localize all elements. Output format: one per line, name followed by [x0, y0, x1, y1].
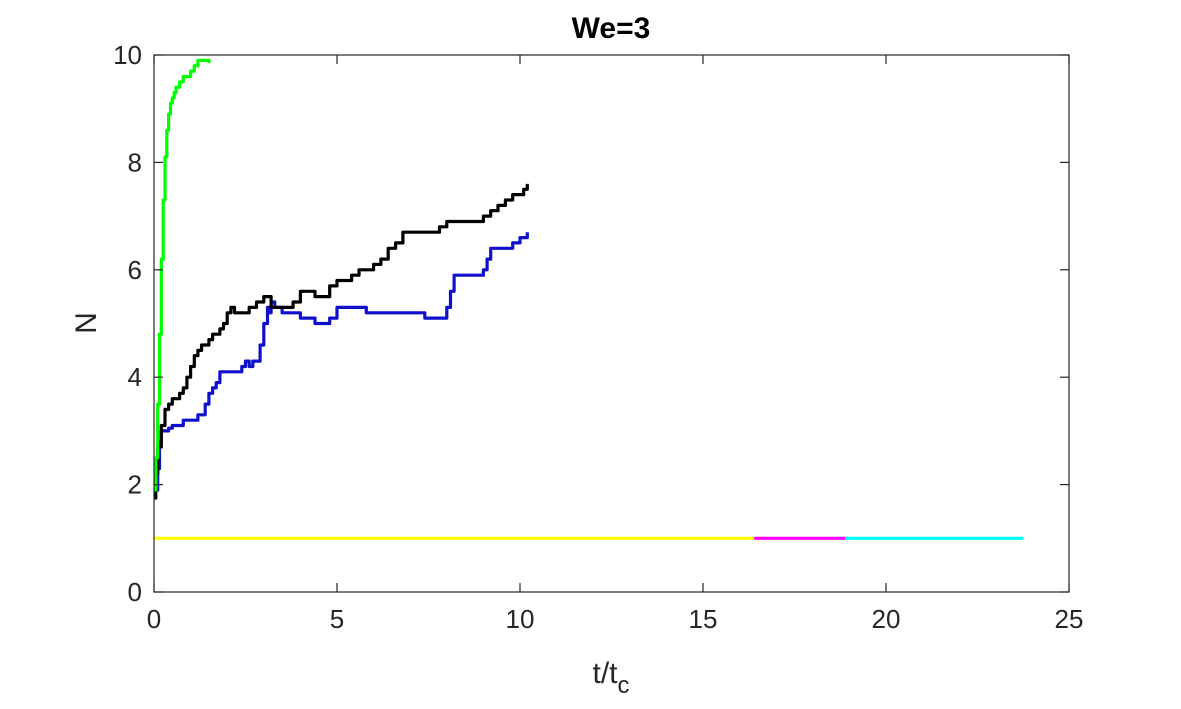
y-tick-label-3: 6 — [128, 255, 142, 285]
x-tick-label-0: 0 — [147, 604, 161, 634]
y-tick-label-5: 10 — [113, 40, 142, 70]
chart-title: We=3 — [572, 12, 651, 45]
x-axis-label: t/tc — [592, 657, 629, 699]
x-tick-label-3: 15 — [689, 604, 718, 634]
y-tick-label-1: 2 — [128, 470, 142, 500]
y-tick-label-0: 0 — [128, 577, 142, 607]
series-line-4 — [154, 183, 529, 500]
x-tick-label-2: 10 — [506, 604, 535, 634]
x-tick-label-1: 5 — [330, 604, 344, 634]
x-tick-label-5: 25 — [1055, 604, 1084, 634]
y-tick-label-4: 8 — [128, 147, 142, 177]
x-axis-label-subscript: c — [618, 672, 630, 699]
plot-frame — [153, 54, 1070, 593]
series-line-3 — [154, 232, 529, 492]
series-layer — [154, 58, 1024, 540]
x-axis-label-main: t/t — [592, 657, 618, 690]
ticks-layer: 0 5 10 15 20 25 0 2 4 6 8 10 — [113, 40, 1083, 634]
y-axis-label: N — [70, 312, 103, 334]
series-line-5 — [154, 58, 211, 492]
y-tick-label-2: 4 — [128, 362, 142, 392]
x-tick-label-4: 20 — [872, 604, 901, 634]
